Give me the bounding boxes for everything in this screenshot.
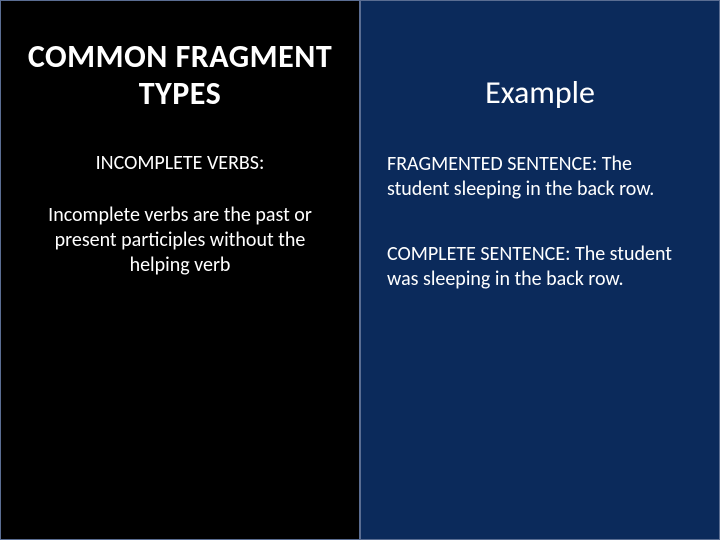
right-para1: FRAGMENTED SENTENCE: The student sleepin… [387,152,693,202]
right-para2: COMPLETE SENTENCE: The student was sleep… [387,242,693,292]
left-body: Incomplete verbs are the past or present… [27,203,333,278]
left-subhead: INCOMPLETE VERBS: [27,151,333,175]
left-title: COMMON FRAGMENT TYPES [27,39,333,113]
right-title: Example [387,39,693,112]
slide: COMMON FRAGMENT TYPES INCOMPLETE VERBS: … [0,0,720,540]
right-panel: Example FRAGMENTED SENTENCE: The student… [360,0,720,540]
left-panel: COMMON FRAGMENT TYPES INCOMPLETE VERBS: … [0,0,360,540]
